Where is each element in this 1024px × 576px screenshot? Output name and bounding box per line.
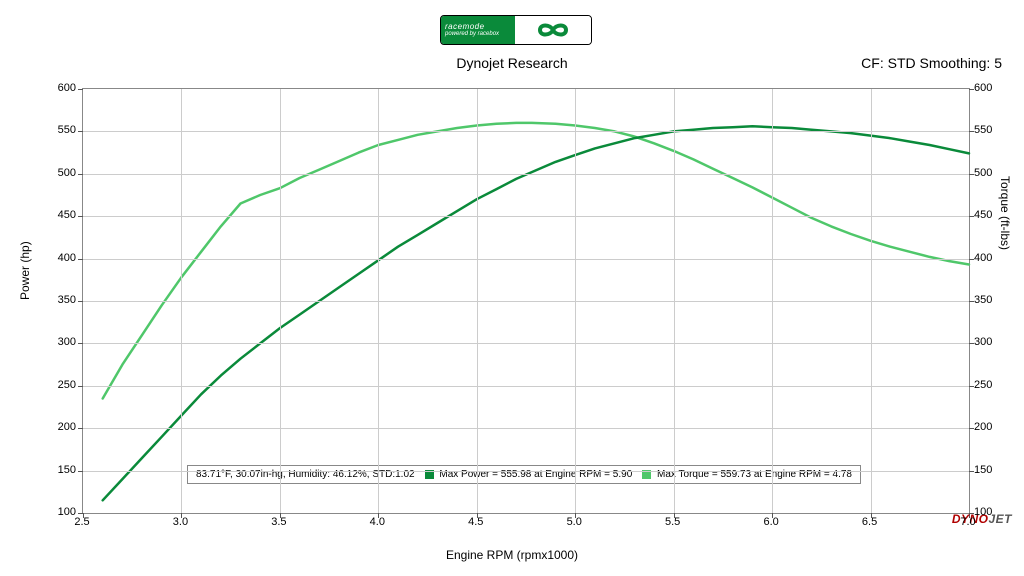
gridline-v	[280, 89, 281, 513]
gridline-h	[83, 216, 969, 217]
x-tick: 7.0	[953, 516, 983, 528]
gridline-v	[378, 89, 379, 513]
y-tick-left: 400	[46, 252, 76, 264]
torque-curve	[103, 123, 969, 399]
x-tick: 4.5	[461, 516, 491, 528]
gridline-v	[575, 89, 576, 513]
gridline-v	[674, 89, 675, 513]
x-axis-label: Engine RPM (rpmx1000)	[446, 548, 578, 562]
logo-line1: racemode	[445, 23, 515, 31]
title-row: Dynojet Research CF: STD Smoothing: 5	[0, 55, 1024, 75]
y-tick-right: 300	[974, 336, 1004, 348]
logo-text: racemode powered by racebox	[441, 16, 515, 44]
y-tick-right: 400	[974, 252, 1004, 264]
gridline-h	[83, 343, 969, 344]
gridline-v	[181, 89, 182, 513]
x-tick: 6.0	[756, 516, 786, 528]
logo-line2: powered by racebox	[445, 31, 515, 37]
y-tick-right: 250	[974, 379, 1004, 391]
x-tick: 5.0	[559, 516, 589, 528]
y-tick-left: 550	[46, 124, 76, 136]
x-tick: 4.0	[362, 516, 392, 528]
x-tick: 2.5	[67, 516, 97, 528]
gridline-h	[83, 259, 969, 260]
gridline-h	[83, 386, 969, 387]
chart-title: Dynojet Research	[456, 55, 567, 71]
gridline-h	[83, 174, 969, 175]
y-axis-left-label: Power (hp)	[18, 241, 32, 300]
y-tick-right: 500	[974, 167, 1004, 179]
gridline-v	[772, 89, 773, 513]
x-tick: 5.5	[658, 516, 688, 528]
gridline-h	[83, 131, 969, 132]
y-tick-right: 350	[974, 294, 1004, 306]
dyno-chart: 83.71°F, 30.07in-hg, Humidity: 46.12%, S…	[82, 88, 970, 514]
y-tick-right: 550	[974, 124, 1004, 136]
y-tick-right: 200	[974, 421, 1004, 433]
y-tick-left: 450	[46, 209, 76, 221]
gridline-v	[477, 89, 478, 513]
y-tick-left: 150	[46, 464, 76, 476]
x-tick: 3.0	[165, 516, 195, 528]
y-tick-right: 150	[974, 464, 1004, 476]
y-tick-left: 200	[46, 421, 76, 433]
y-tick-right: 600	[974, 82, 1004, 94]
y-tick-left: 500	[46, 167, 76, 179]
power-curve	[103, 126, 969, 500]
x-tick: 6.5	[855, 516, 885, 528]
y-tick-right: 450	[974, 209, 1004, 221]
gridline-h	[83, 471, 969, 472]
gridline-h	[83, 428, 969, 429]
x-tick: 3.5	[264, 516, 294, 528]
gridline-v	[871, 89, 872, 513]
logo-infinity	[515, 16, 591, 44]
y-tick-left: 350	[46, 294, 76, 306]
y-tick-left: 300	[46, 336, 76, 348]
legend-box: 83.71°F, 30.07in-hg, Humidity: 46.12%, S…	[187, 465, 861, 484]
chart-settings: CF: STD Smoothing: 5	[861, 55, 1002, 71]
y-tick-left: 250	[46, 379, 76, 391]
page-root: racemode powered by racebox Dynojet Rese…	[0, 0, 1024, 576]
racemode-logo: racemode powered by racebox	[440, 15, 592, 45]
gridline-h	[83, 301, 969, 302]
y-tick-left: 600	[46, 82, 76, 94]
